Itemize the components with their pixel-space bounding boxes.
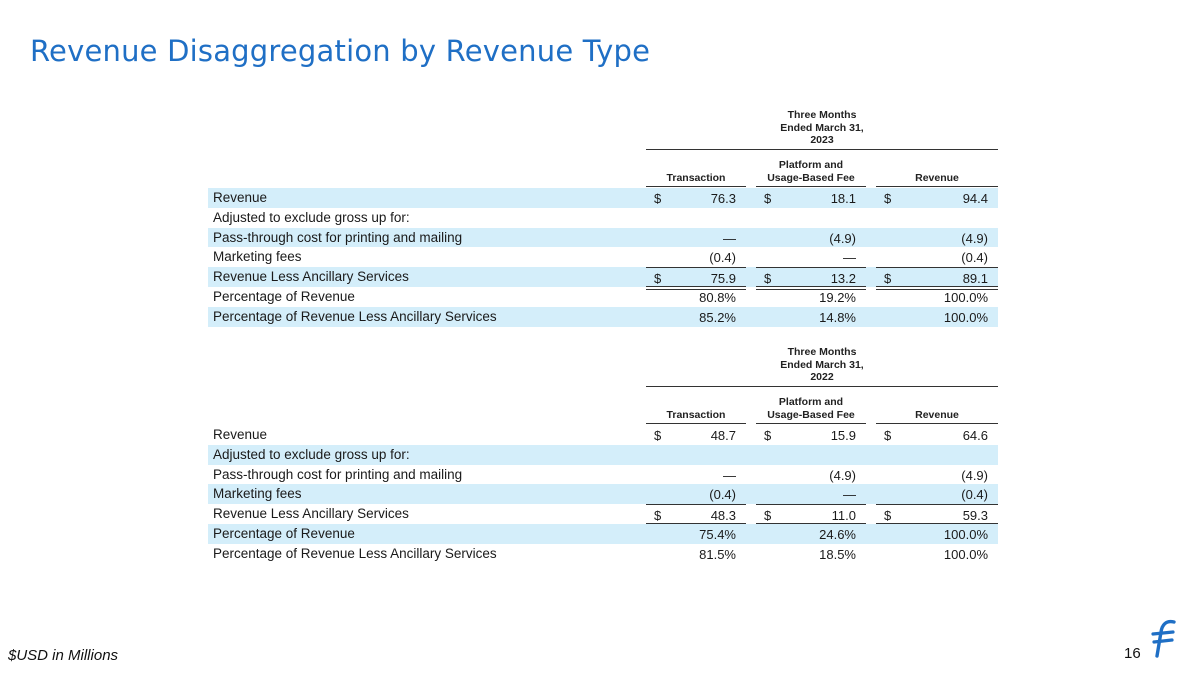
period-header: Three Months Ended March 31, 2023: [780, 109, 864, 146]
table-row-total: Revenue Less Ancillary Services $75.9 $1…: [208, 267, 998, 290]
column-header-transaction: Transaction: [666, 408, 726, 421]
column-header-platform: Platform and Usage-Based Fee: [767, 396, 855, 421]
column-header-transaction: Transaction: [666, 171, 726, 184]
table-row: Marketing fees (0.4) — (0.4): [213, 249, 988, 266]
period-header: Three Months Ended March 31, 2022: [780, 346, 864, 383]
table-row: Marketing fees (0.4) — (0.4): [208, 484, 998, 505]
table-row: Percentage of Revenue Less Ancillary Ser…: [213, 545, 988, 562]
table-row: Percentage of Revenue Less Ancillary Ser…: [208, 306, 998, 327]
period-rule: [646, 386, 998, 387]
table-row: Percentage of Revenue 80.8% 19.2% 100.0%: [213, 288, 988, 305]
table-row: Adjusted to exclude gross up for:: [213, 209, 410, 225]
page-title: Revenue Disaggregation by Revenue Type: [30, 34, 651, 68]
table-row: Pass-through cost for printing and maili…: [208, 227, 998, 248]
column-header-platform: Platform and Usage-Based Fee: [767, 159, 855, 184]
units-footnote: $USD in Millions: [8, 647, 119, 664]
column-headers: Transaction Platform and Usage-Based Fee …: [208, 387, 998, 423]
column-header-revenue: Revenue: [915, 171, 959, 184]
column-header-revenue: Revenue: [915, 408, 959, 421]
flywire-logo-icon: [1151, 619, 1176, 658]
revenue-table-2023: Three Months Ended March 31, 2023 Transa…: [208, 109, 998, 327]
table-row: Pass-through cost for printing and maili…: [213, 466, 988, 483]
table-row: Adjusted to exclude gross up for:: [208, 444, 998, 465]
page-number: 16: [1124, 645, 1141, 662]
period-rule: [646, 149, 998, 150]
table-row: Revenue $76.3 $18.1 $94.4: [208, 188, 998, 208]
table-row: Revenue $48.7 $15.9 $64.6: [213, 427, 988, 443]
column-headers: Transaction Platform and Usage-Based Fee …: [208, 150, 998, 186]
revenue-table-2022: Three Months Ended March 31, 2022 Transa…: [208, 346, 998, 564]
table-row-total: Revenue Less Ancillary Services $48.3 $1…: [208, 504, 998, 527]
table-row: Percentage of Revenue 75.4% 24.6% 100.0%: [208, 523, 998, 544]
